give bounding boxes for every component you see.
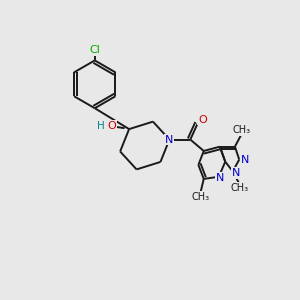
Text: O: O [107, 121, 116, 131]
Text: CH₃: CH₃ [232, 125, 250, 135]
Text: N: N [232, 168, 241, 178]
Text: CH₃: CH₃ [192, 192, 210, 202]
Text: Cl: Cl [89, 45, 100, 55]
Text: N: N [165, 134, 174, 145]
Text: N: N [240, 154, 249, 165]
Text: N: N [216, 173, 224, 183]
Text: O: O [198, 115, 207, 124]
Text: CH₃: CH₃ [230, 183, 248, 193]
Text: H: H [97, 121, 104, 131]
